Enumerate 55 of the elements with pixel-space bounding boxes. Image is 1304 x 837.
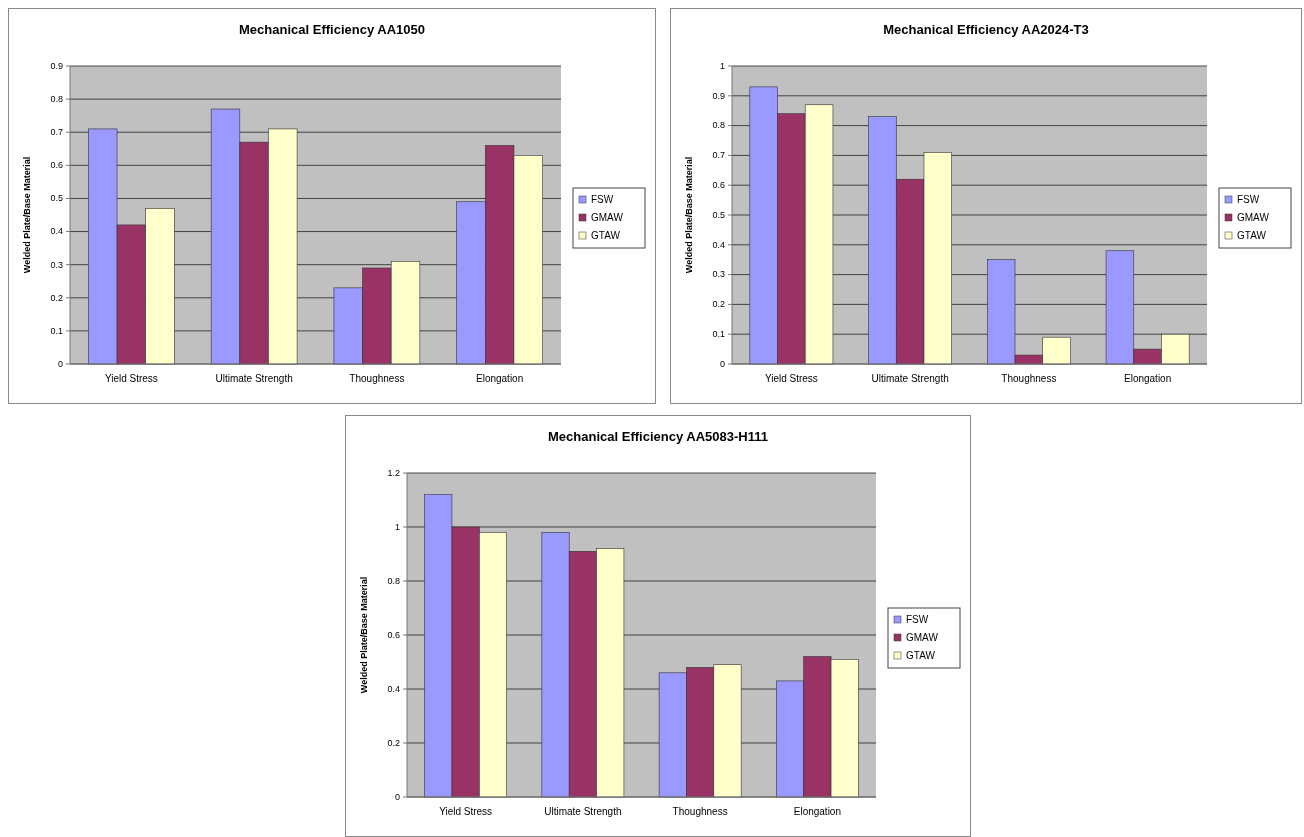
y-axis-title: Welded Plate/Base Material: [684, 156, 694, 274]
y-tick-label: 0.1: [712, 329, 725, 340]
legend-label: FSW: [1237, 194, 1260, 206]
y-tick-label: 0.3: [712, 269, 725, 280]
legend-label: GMAW: [906, 632, 939, 644]
y-tick-label: 0: [57, 358, 63, 369]
x-tick-label: Thoughness: [672, 806, 728, 817]
y-tick-label: 1: [394, 521, 400, 532]
chart-title: Mechanical Efficiency AA5083-H111: [548, 429, 768, 444]
y-tick-label: 0.9: [712, 90, 725, 101]
chart-title: Mechanical Efficiency AA1050: [239, 22, 425, 37]
y-tick-label: 0: [394, 791, 400, 802]
y-tick-label: 0.8: [387, 575, 400, 586]
y-tick-label: 0.6: [387, 629, 400, 640]
x-tick-label: Ultimate Strength: [215, 373, 293, 384]
y-tick-label: 0.6: [50, 160, 63, 171]
x-tick-label: Thoughness: [1001, 373, 1057, 384]
y-axis-title: Welded Plate/Base Material: [359, 576, 369, 694]
y-tick-label: 0.2: [712, 299, 725, 310]
x-tick-label: Ultimate Strength: [544, 806, 622, 817]
x-tick-label: Yield Stress: [764, 373, 818, 384]
y-tick-label: 1.2: [387, 467, 400, 478]
legend-label: GMAW: [591, 212, 624, 224]
x-tick-label: Elongation: [475, 373, 524, 384]
x-tick-label: Yield Stress: [439, 806, 493, 817]
chart-title: Mechanical Efficiency AA2024-T3: [883, 22, 1089, 37]
y-tick-label: 0.7: [712, 150, 725, 161]
y-tick-label: 0.4: [50, 226, 63, 237]
y-tick-label: 0.5: [712, 209, 725, 220]
x-tick-label: Thoughness: [349, 373, 405, 384]
y-tick-label: 0.8: [712, 120, 725, 131]
x-tick-label: Ultimate Strength: [871, 373, 949, 384]
y-tick-label: 0: [719, 358, 725, 369]
y-tick-label: 0.2: [50, 292, 63, 303]
x-tick-label: Elongation: [793, 806, 842, 817]
x-tick-label: Yield Stress: [104, 373, 158, 384]
y-tick-label: 0.5: [50, 193, 63, 204]
legend-label: FSW: [591, 194, 614, 206]
x-tick-label: Elongation: [1123, 373, 1172, 384]
legend-label: GTAW: [1237, 230, 1267, 242]
y-tick-label: 0.8: [50, 93, 63, 104]
y-tick-label: 0.9: [50, 60, 63, 71]
legend-label: GMAW: [1237, 212, 1270, 224]
legend-label: FSW: [906, 614, 929, 626]
y-tick-label: 0.6: [712, 180, 725, 191]
legend-label: GTAW: [906, 650, 936, 662]
y-axis-title: Welded Plate/Base Material: [22, 156, 32, 274]
y-tick-label: 0.4: [387, 683, 400, 694]
y-tick-label: 0.1: [50, 325, 63, 336]
y-tick-label: 0.2: [387, 737, 400, 748]
legend-label: GTAW: [591, 230, 621, 242]
y-tick-label: 0.4: [712, 239, 725, 250]
y-tick-label: 0.3: [50, 259, 63, 270]
y-tick-label: 1: [719, 60, 725, 71]
y-tick-label: 0.7: [50, 127, 63, 138]
